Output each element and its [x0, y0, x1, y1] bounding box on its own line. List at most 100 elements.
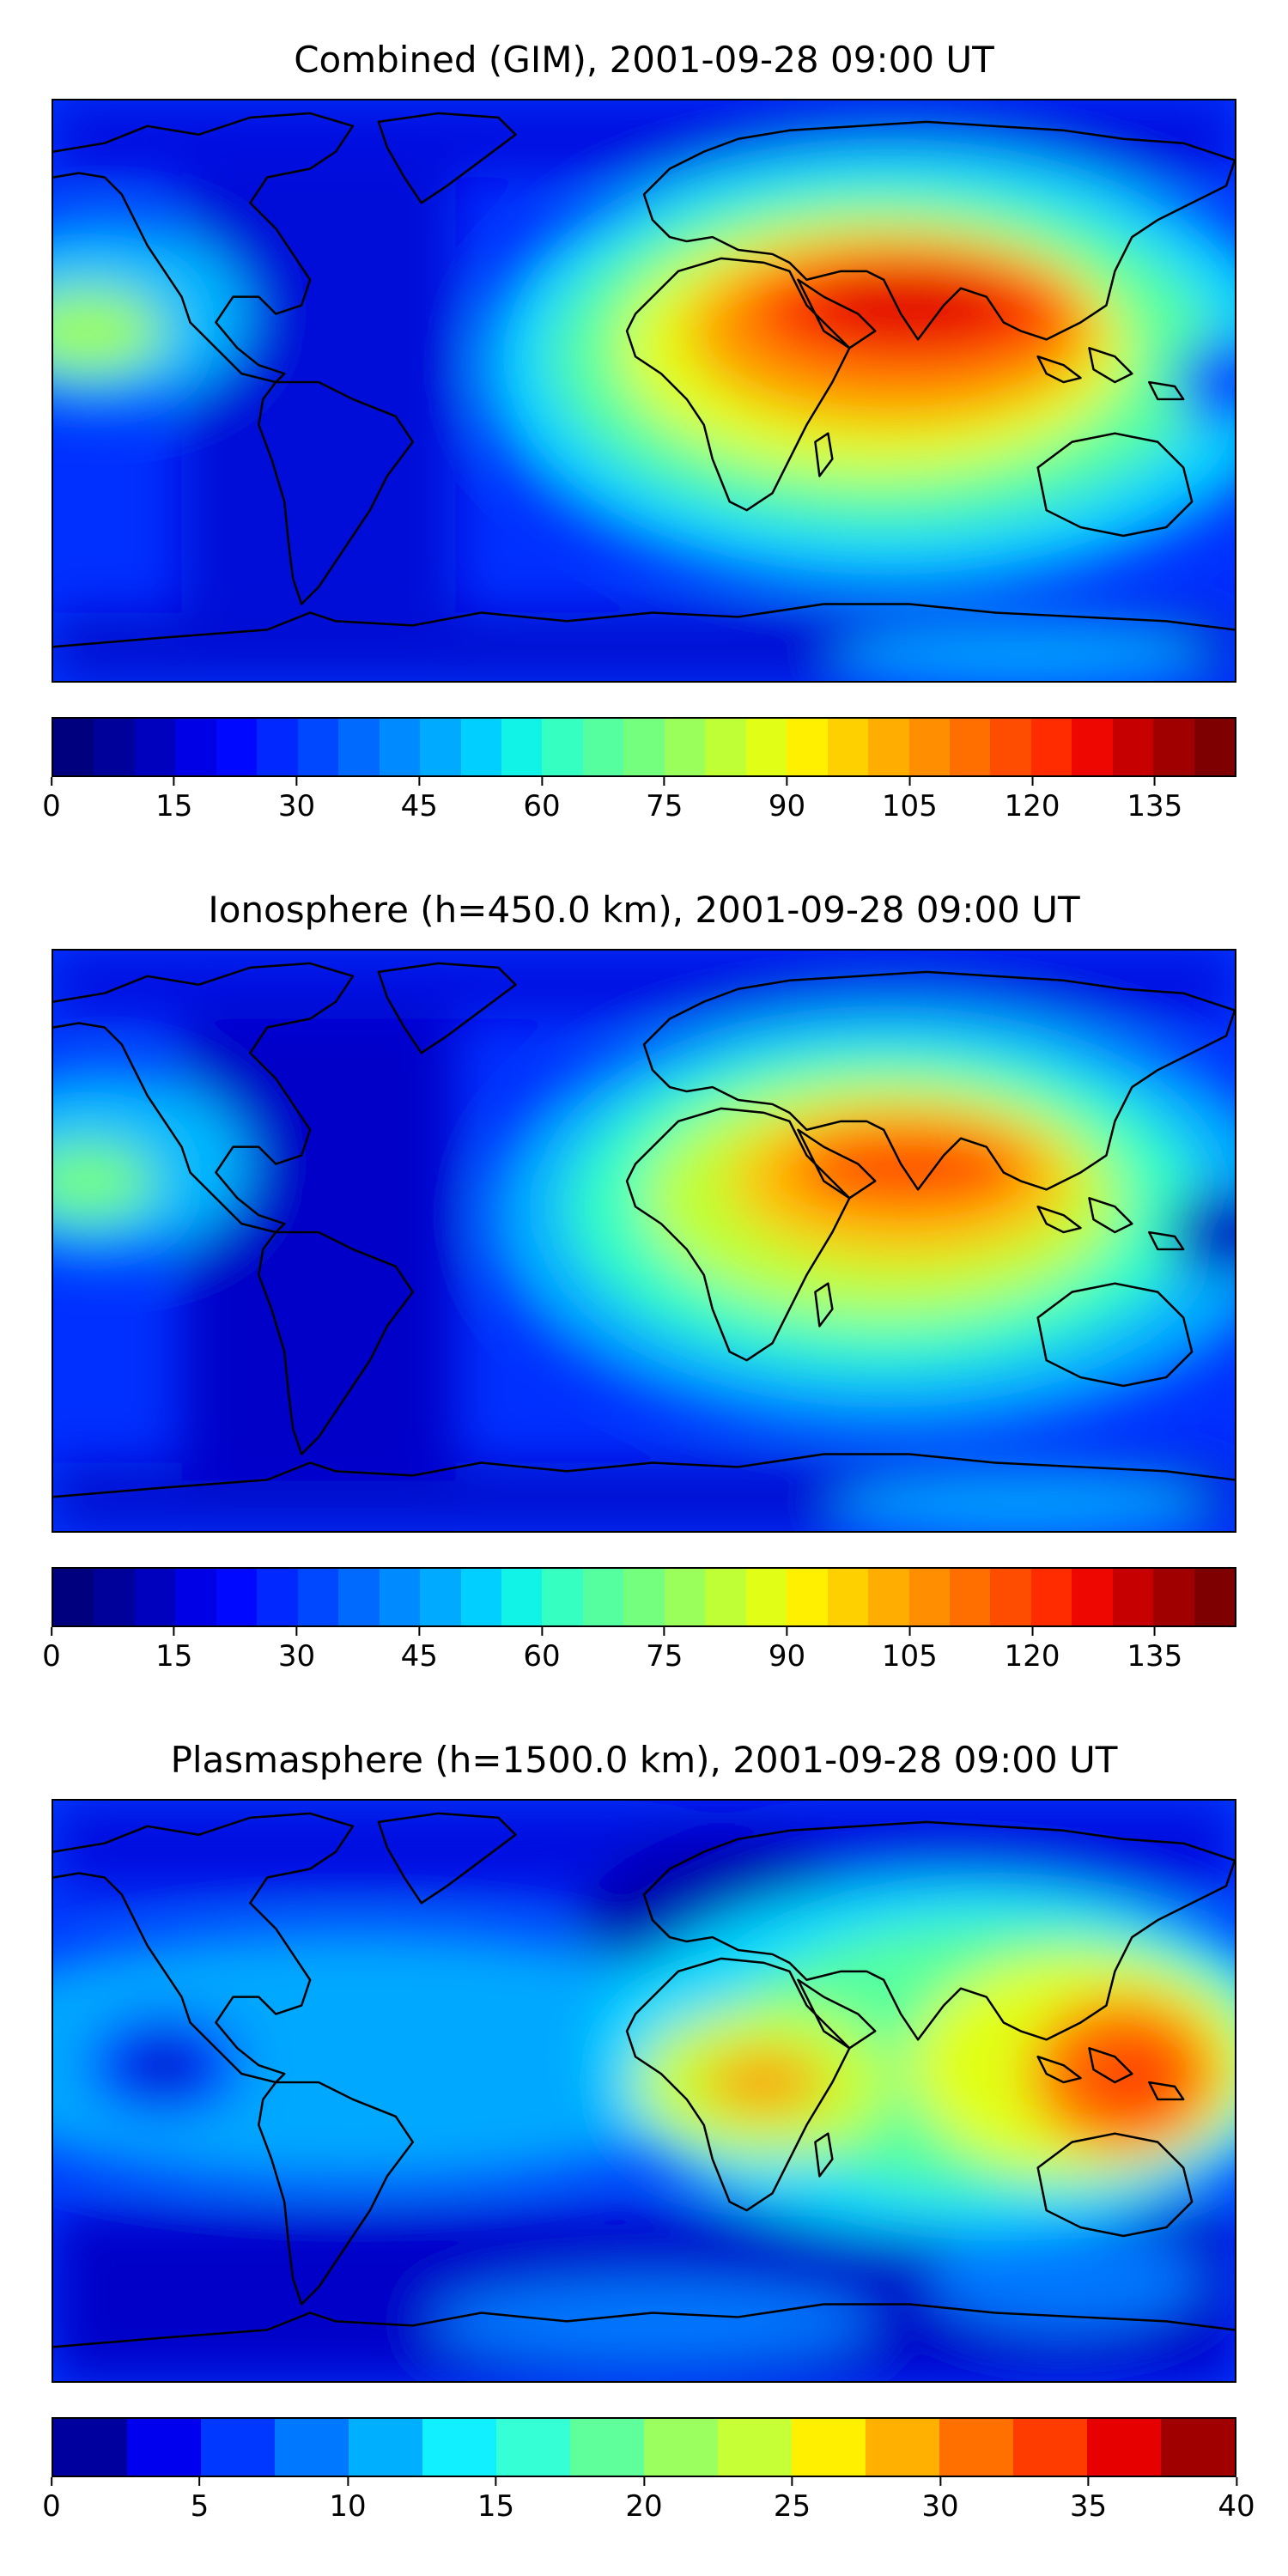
- colorbar-segment: [127, 2419, 201, 2476]
- colorbar-segment: [792, 2419, 866, 2476]
- colorbar-segment: [582, 1569, 624, 1625]
- colorbar-segment: [623, 719, 665, 775]
- colorbar-segment: [949, 1569, 991, 1625]
- colorbar-tick-label: 15: [155, 777, 192, 823]
- colorbar-tick-label: 15: [477, 2477, 514, 2524]
- colorbar-segment: [542, 1569, 583, 1625]
- colorbar-segment: [718, 2419, 792, 2476]
- colorbar-segment: [379, 1569, 421, 1625]
- colorbar-segment: [53, 719, 94, 775]
- colorbar-segment: [570, 2419, 644, 2476]
- map-title-plasmasphere: Plasmasphere (h=1500.0 km), 2001-09-28 0…: [170, 1739, 1118, 1781]
- colorbar-segment: [1030, 719, 1072, 775]
- colorbar-segment: [787, 719, 828, 775]
- map-plasmasphere: [52, 1799, 1236, 2383]
- colorbar-segment: [868, 719, 909, 775]
- colorbar-segment: [460, 1569, 501, 1625]
- colorbar-segment: [745, 1569, 787, 1625]
- colorbar-segment: [990, 1569, 1031, 1625]
- colorbar-segment: [216, 1569, 258, 1625]
- colorbar-tick-label: 30: [278, 777, 315, 823]
- colorbar-segment: [379, 719, 421, 775]
- colorbar-segment: [1112, 719, 1154, 775]
- colorbar-segment: [297, 719, 339, 775]
- colorbar-segment: [908, 1569, 950, 1625]
- colorbar-tick-label: 5: [191, 2477, 210, 2524]
- colorbar-segment: [94, 719, 135, 775]
- colorbar-segment: [705, 1569, 746, 1625]
- colorbar-tick-label: 25: [774, 2477, 811, 2524]
- colorbar-tick-label: 75: [646, 1627, 683, 1674]
- colorbar-tick-label: 135: [1127, 777, 1182, 823]
- colorbar-segment: [1087, 2419, 1161, 2476]
- colorbar-segment: [1112, 1569, 1154, 1625]
- colorbar-tick-label: 135: [1127, 1627, 1182, 1674]
- colorbar-segment: [501, 719, 543, 775]
- colorbar-segment: [1030, 1569, 1072, 1625]
- colorbar-segment: [664, 1569, 706, 1625]
- colorbar-segment: [94, 1569, 135, 1625]
- colorbar-segment: [827, 1569, 869, 1625]
- colorbar-segment: [949, 719, 991, 775]
- colorbar-tick-label: 40: [1218, 2477, 1255, 2524]
- colorbar-segment: [338, 1569, 380, 1625]
- colorbar-segment: [420, 1569, 461, 1625]
- colorbar-segment: [866, 2419, 939, 2476]
- colorbar-segment: [705, 719, 746, 775]
- colorbar-tick-label: 20: [625, 2477, 662, 2524]
- colorbar-segment: [1153, 719, 1194, 775]
- colorbar-segment: [216, 719, 258, 775]
- colorbar-segment: [1072, 719, 1113, 775]
- colorbar-tick-label: 0: [42, 1627, 61, 1674]
- colorbar-tick-label: 105: [882, 1627, 938, 1674]
- colorbar-tick-label: 75: [646, 777, 683, 823]
- colorbar-segment: [53, 2419, 127, 2476]
- colorbar-segment: [939, 2419, 1013, 2476]
- colorbar-tick-label: 0: [42, 2477, 61, 2524]
- colorbar-segment: [349, 2419, 422, 2476]
- colorbar-segment: [787, 1569, 828, 1625]
- colorbar-segment: [1194, 1569, 1236, 1625]
- colorbar-segment: [420, 719, 461, 775]
- colorbar-segment: [745, 719, 787, 775]
- map-combined-gim: [52, 99, 1236, 683]
- colorbar-segment: [297, 1569, 339, 1625]
- colorbar-segment: [542, 719, 583, 775]
- colorbar-segment: [338, 719, 380, 775]
- colorbar-segment: [990, 719, 1031, 775]
- colorbar-segment: [175, 1569, 216, 1625]
- colorbar-segment: [422, 2419, 496, 2476]
- colorbar-segment: [257, 1569, 298, 1625]
- map-ionosphere: [52, 949, 1236, 1533]
- colorbar-combined: [52, 717, 1236, 777]
- colorbar-tick-label: 35: [1070, 2477, 1107, 2524]
- colorbar-tick-label: 10: [329, 2477, 366, 2524]
- colorbar-tick-label: 60: [523, 777, 560, 823]
- colorbar-ticks-ionosphere: 0 15 30 45 60 75 90 105 120 135: [42, 1627, 1236, 1679]
- map-title-ionosphere: Ionosphere (h=450.0 km), 2001-09-28 09:0…: [208, 889, 1080, 931]
- colorbar-tick-label: 90: [769, 777, 805, 823]
- colorbar-segment: [175, 719, 216, 775]
- colorbar-segment: [827, 719, 869, 775]
- colorbar-segment: [501, 1569, 543, 1625]
- colorbar-ticks-combined: 0 15 30 45 60 75 90 105 120 135: [42, 777, 1236, 829]
- colorbar-segment: [1153, 1569, 1194, 1625]
- colorbar-segment: [582, 719, 624, 775]
- colorbar-tick-label: 90: [769, 1627, 805, 1674]
- colorbar-segment: [53, 1569, 94, 1625]
- colorbar-segment: [134, 719, 176, 775]
- colorbar-tick-label: 45: [401, 1627, 438, 1674]
- colorbar-segment: [1072, 1569, 1113, 1625]
- colorbar-tick-label: 120: [1005, 777, 1060, 823]
- colorbar-segment: [1194, 719, 1236, 775]
- colorbar-segment: [644, 2419, 718, 2476]
- colorbar-tick-label: 120: [1005, 1627, 1060, 1674]
- colorbar-plasmasphere: [52, 2417, 1236, 2477]
- colorbar-tick-label: 15: [155, 1627, 192, 1674]
- colorbar-tick-label: 30: [921, 2477, 958, 2524]
- colorbar-segment: [908, 719, 950, 775]
- colorbar-segment: [134, 1569, 176, 1625]
- colorbar-tick-label: 0: [42, 777, 61, 823]
- colorbar-segment: [1013, 2419, 1087, 2476]
- colorbar-segment: [496, 2419, 570, 2476]
